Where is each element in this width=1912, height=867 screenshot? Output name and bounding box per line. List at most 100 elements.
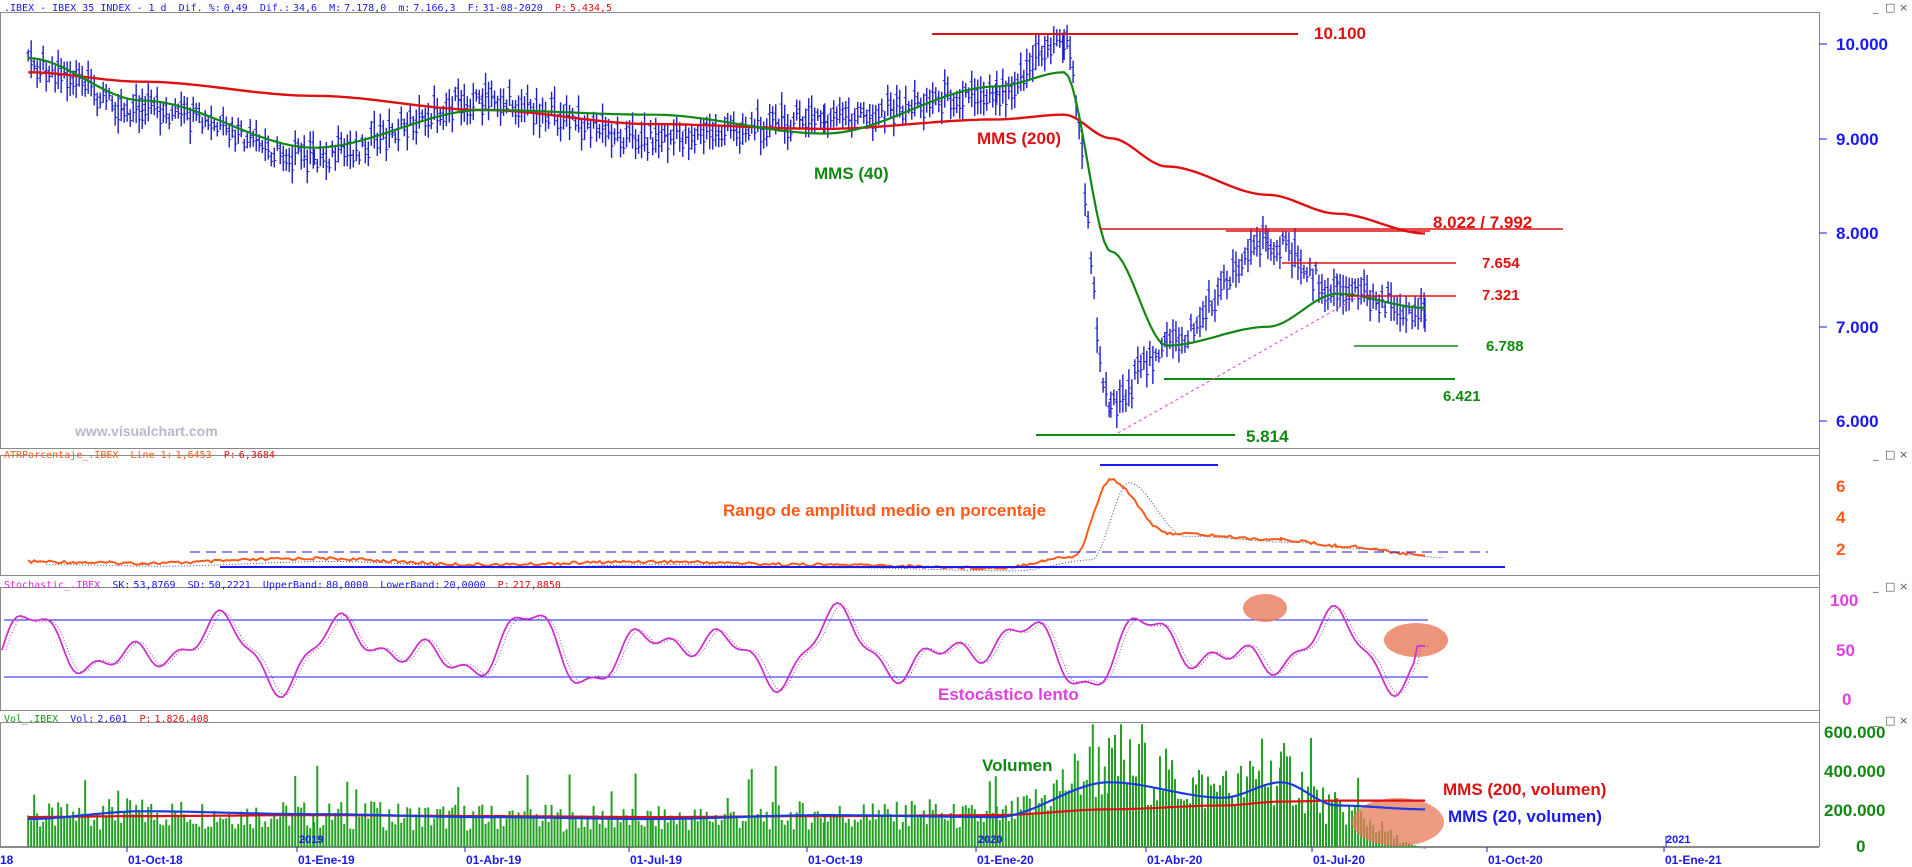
volume-bar [877, 810, 880, 848]
restore-icon[interactable]: □ [1885, 714, 1895, 727]
label-5814: 5.814 [1246, 427, 1289, 446]
ub-label: UpperBand: [263, 580, 323, 591]
volume-bar [759, 808, 762, 848]
volume-bar [526, 774, 529, 848]
volume-bar [940, 813, 943, 848]
volume-bar [937, 818, 940, 848]
volume-bar [1097, 746, 1100, 848]
vol-mms20-line [28, 781, 1425, 821]
volume-bar [726, 798, 729, 848]
close-icon[interactable]: × [1899, 714, 1908, 727]
volume-bar [27, 815, 30, 848]
volume-bar [753, 815, 756, 848]
label-mms40: MMS (40) [814, 164, 889, 183]
stoch-sd-line [5, 604, 1429, 696]
volume-bar [400, 822, 403, 848]
m2-value: 7.166,3 [413, 3, 455, 14]
volume-bar [625, 815, 628, 848]
volume-bar [478, 806, 481, 848]
volume-bar [928, 799, 931, 848]
p-value: 5.434,5 [570, 3, 612, 14]
stoch-p-value: 217,8850 [513, 580, 561, 591]
minimize-icon[interactable]: _ [1872, 448, 1879, 461]
volume-bar [213, 810, 216, 848]
volume-bar [1301, 771, 1304, 848]
volume-bar [922, 810, 925, 848]
volume-bar [829, 814, 832, 848]
volume-bar [1336, 797, 1339, 848]
volume-bar [373, 801, 376, 848]
volume-bar [1188, 803, 1191, 848]
volume-bar [789, 812, 792, 848]
volume-bar [1103, 766, 1106, 848]
volume-bar [102, 805, 105, 848]
volume-bar [847, 818, 850, 848]
volume-bar [1100, 794, 1103, 848]
price-window-controls[interactable]: _ □ × [1872, 1, 1908, 14]
volume-bar [1091, 724, 1094, 848]
label-mms20-vol: MMS (20, volumen) [1448, 807, 1602, 826]
atr-window-controls[interactable]: _ □ × [1872, 448, 1908, 461]
volume-bar [204, 828, 207, 848]
restore-icon[interactable]: □ [1885, 580, 1895, 593]
volume-bar [832, 815, 835, 848]
minimize-icon[interactable]: _ [1872, 1, 1879, 14]
volume-bar [105, 816, 108, 848]
volume-bar [394, 824, 397, 848]
volume-bar [81, 813, 84, 848]
volume-bar [1191, 777, 1194, 848]
close-icon[interactable]: × [1899, 448, 1908, 461]
volume-bar [192, 823, 195, 848]
volume-bar [810, 822, 813, 848]
volume-bar [1212, 783, 1215, 848]
volume-bar [768, 829, 771, 848]
volume-bar [427, 807, 430, 848]
volume-bar [186, 822, 189, 848]
volume-bar [717, 824, 720, 848]
volume-bar [1164, 748, 1167, 848]
volume-bar [1246, 776, 1249, 848]
volume-bar [45, 815, 48, 848]
volume-bar [619, 822, 622, 848]
volume-bar [961, 806, 964, 848]
minimize-icon[interactable]: _ [1872, 580, 1879, 593]
year-2020: 2020 [978, 834, 1002, 846]
volume-bar [517, 812, 520, 848]
volume-bar [598, 823, 601, 848]
stoch-window-controls[interactable]: _ □ × [1872, 580, 1908, 593]
x-label-oct18: 01-Oct-18 [128, 853, 183, 867]
volume-bar [475, 816, 478, 848]
volume-bar [741, 821, 744, 848]
volume-bar [331, 819, 334, 848]
volume-bar [403, 818, 406, 848]
price-tick-9000: 9.000 [1836, 130, 1879, 149]
volume-bar [856, 821, 859, 848]
volume-bar [1146, 805, 1149, 848]
volume-bar [150, 803, 153, 848]
vol-window-controls[interactable]: _ □ × [1872, 714, 1908, 727]
volume-bar [123, 811, 126, 848]
close-icon[interactable]: × [1899, 1, 1908, 14]
volume-bar [672, 819, 675, 848]
vol-layer [27, 724, 1426, 849]
label-7321: 7.321 [1482, 287, 1520, 304]
volume-bar [1058, 790, 1061, 848]
volume-bar [267, 826, 270, 848]
minimize-icon[interactable]: _ [1872, 714, 1879, 727]
restore-icon[interactable]: □ [1885, 1, 1895, 14]
stoch-tick-0: 0 [1842, 690, 1851, 709]
volume-bar [1037, 803, 1040, 848]
volume-bar [1082, 781, 1085, 848]
volume-bar [1218, 785, 1221, 848]
stoch-tick-50: 50 [1836, 641, 1855, 660]
volume-bar [135, 804, 138, 848]
volume-bar [294, 776, 297, 848]
volume-bar [1031, 812, 1034, 848]
close-icon[interactable]: × [1899, 580, 1908, 593]
volume-bar [886, 809, 889, 848]
restore-icon[interactable]: □ [1885, 448, 1895, 461]
vol-tick-0: 0 [1856, 837, 1865, 856]
volume-bar [439, 809, 442, 848]
volume-bar [1025, 795, 1028, 848]
volume-bar [60, 807, 63, 848]
